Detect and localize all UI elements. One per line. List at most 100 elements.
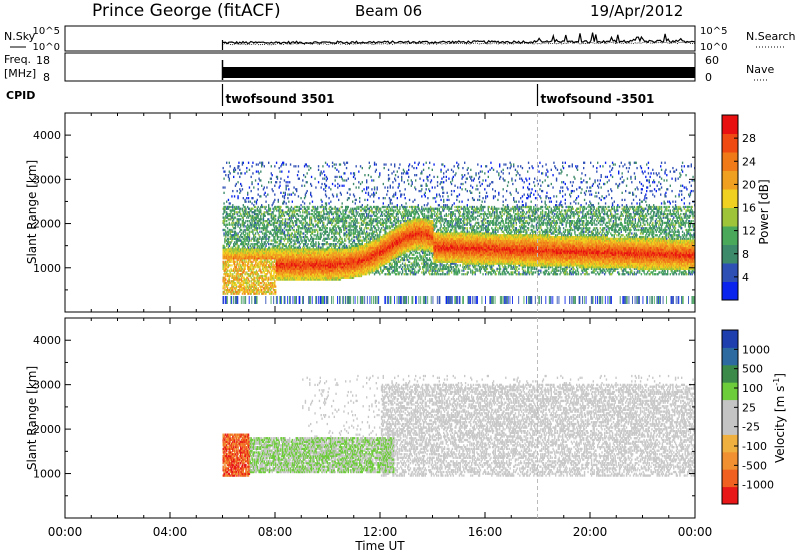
power-cell-1275 (257, 296, 258, 304)
power-cell-279 (230, 206, 231, 208)
power-cell-3861 (330, 188, 331, 190)
power-cell-1274 (257, 199, 258, 201)
power-cell-4284 (342, 241, 343, 243)
power-cell-1102 (252, 208, 253, 210)
power-cell-2433 (289, 296, 290, 304)
power-cell-1521 (264, 165, 265, 167)
power-cell-2171 (282, 222, 283, 224)
power-cell-503 (236, 296, 237, 304)
power-cell-3252 (313, 206, 314, 208)
power-cell-912 (247, 232, 248, 234)
power-cell-1887 (275, 289, 276, 291)
power-cell-1092 (252, 243, 253, 245)
power-cell-2739 (298, 170, 299, 172)
power-cell-2393 (288, 208, 289, 210)
cpid-name-0: twofsound 3501 (226, 92, 335, 106)
power-cell-1945 (276, 296, 277, 304)
power-cell-211 (228, 238, 229, 240)
freq-data-block (223, 67, 696, 78)
power-cell-127 (225, 174, 226, 176)
power-cell-3742 (327, 178, 328, 180)
power-cell-3046 (307, 165, 308, 167)
power-cell-2737 (298, 195, 299, 197)
power-cell-1674 (268, 181, 269, 183)
power-cell-1586 (265, 195, 266, 197)
power-cell-2301 (286, 163, 287, 165)
power-cell-1852 (274, 280, 275, 282)
power-cell-4627 (352, 201, 353, 203)
power-cell-4870 (359, 225, 360, 227)
power-cell-3581 (322, 178, 323, 180)
power-cell-3706 (326, 208, 327, 210)
power-cell-401 (233, 176, 234, 178)
power-cell-695 (241, 172, 242, 174)
power-cell-950 (248, 201, 249, 203)
power-cell-3044 (307, 181, 308, 183)
power-cell-4175 (339, 208, 340, 210)
power-cell-4839 (358, 222, 359, 224)
power-cell-4016 (335, 167, 336, 169)
power-cell-4362 (344, 163, 345, 165)
power-cell-4179 (339, 296, 340, 304)
power-cell-3449 (319, 243, 320, 245)
power-cell-3272 (314, 234, 315, 236)
power-cell-3519 (321, 186, 322, 188)
power-cell-832 (244, 296, 245, 304)
power-cell-1103 (252, 197, 253, 199)
power-cell-1193 (255, 236, 256, 238)
power-cell-4811 (357, 211, 358, 213)
power-cell-4902 (360, 165, 361, 167)
power-cell-1203 (255, 179, 256, 181)
power-cell-1998 (278, 236, 279, 238)
power-cell-3302 (314, 216, 315, 218)
power-cell-3427 (318, 181, 319, 183)
power-cell-3582 (322, 165, 323, 167)
power-cell-4419 (346, 220, 347, 222)
power-cell-3217 (312, 229, 313, 231)
power-cell-2676 (296, 296, 297, 304)
power-cell-26 (223, 186, 224, 188)
power-cell-3490 (320, 296, 321, 304)
power-cell-3920 (332, 183, 333, 185)
power-cell-691 (241, 232, 242, 234)
power-cell-2796 (300, 211, 301, 213)
power-cell-128 (225, 296, 226, 304)
power-cell-957 (249, 280, 250, 282)
power-cell-2114 (280, 178, 281, 180)
power-cell-259 (230, 264, 231, 266)
power-cell-4594 (351, 232, 352, 234)
power-cell-477 (236, 284, 237, 286)
power-cell-4450 (347, 192, 348, 194)
power-cell-2768 (299, 296, 300, 304)
power-cell-761 (243, 197, 244, 199)
power-cell-1238 (256, 296, 257, 304)
power-cell-1455 (262, 232, 263, 234)
power-cell-3921 (332, 165, 333, 167)
beam-title: Beam 06 (355, 2, 422, 20)
power-cell-4109 (337, 186, 338, 188)
power-cell-4692 (354, 195, 355, 197)
freq-left-label-1: Freq. (4, 53, 31, 66)
power-cell-559 (237, 232, 238, 234)
power-cell-1358 (259, 231, 260, 233)
power-cell-2825 (300, 197, 301, 199)
power-cell-2206 (283, 162, 284, 164)
power-cell-1071 (251, 165, 252, 167)
power-cell-320 (231, 264, 232, 266)
power-cell-252 (229, 162, 230, 164)
power-cell-696 (241, 296, 242, 304)
power-cell-1266 (257, 227, 258, 229)
power-cell-2136 (281, 236, 282, 238)
power-cell-831 (244, 172, 245, 174)
power-cell-662 (240, 218, 241, 220)
power-cell-28 (223, 296, 224, 304)
power-cell-4423 (346, 179, 347, 181)
power-cell-857 (245, 208, 246, 210)
power-cell-3892 (331, 296, 332, 304)
noise-left-label: N.Sky (4, 30, 36, 43)
power-cell-4068 (336, 245, 337, 247)
power-cell-951 (248, 197, 249, 199)
power-cell-4295 (342, 296, 343, 304)
power-cell-2177 (282, 195, 283, 197)
power-cell-1339 (258, 172, 259, 174)
